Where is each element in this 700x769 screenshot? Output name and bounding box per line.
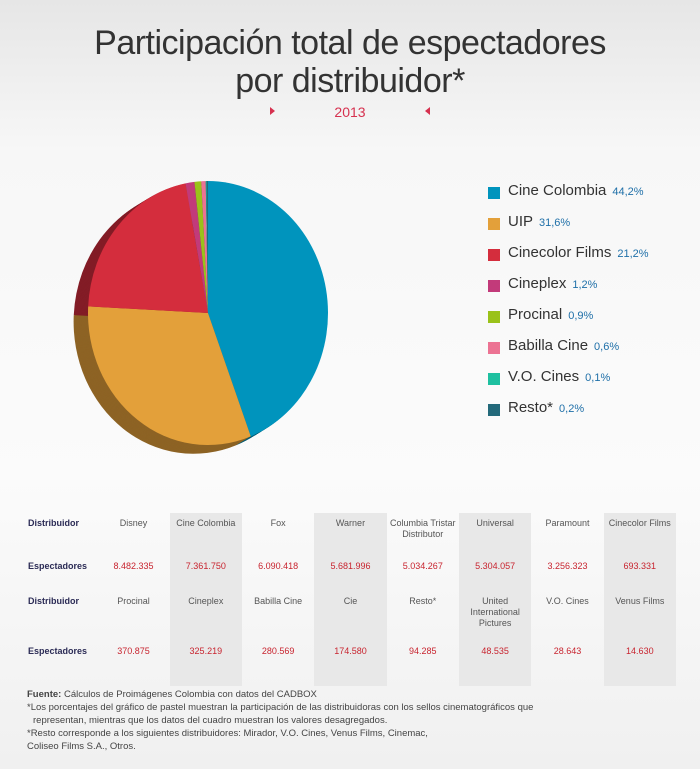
pie-slice	[88, 183, 208, 313]
legend-swatch	[488, 218, 500, 230]
table-cell: Venus Films	[603, 591, 676, 634]
legend-swatch	[488, 280, 500, 292]
chart-title-line1: Participación total de espectadores	[94, 24, 606, 62]
table-cell: 174.580	[314, 634, 387, 686]
table-cell: 3.256.323	[547, 561, 588, 571]
pie-chart	[73, 181, 329, 454]
table-cell: 7.361.750	[169, 551, 242, 591]
legend-value: 0,1%	[585, 372, 611, 384]
legend-swatch	[488, 373, 500, 385]
legend-item: Resto* 0,2%	[488, 399, 700, 430]
table-cell: 325.219	[169, 634, 242, 686]
table-cell: Cine Colombia	[169, 513, 242, 551]
legend-value: 0,2%	[559, 403, 585, 415]
legend-value: 0,6%	[594, 341, 620, 353]
table-cell: Resto*	[409, 596, 437, 606]
legend-item: UIP 31,6%	[488, 213, 700, 244]
legend-label: Resto* 0,2%	[508, 399, 585, 416]
legend-item: Babilla Cine 0,6%	[488, 337, 700, 368]
triangle-right-icon	[270, 107, 275, 115]
table-cell: 370.875	[117, 646, 150, 656]
table-row: Espectadores 8.482.335 7.361.750 6.090.4…	[25, 551, 676, 591]
table-cell: 28.643	[553, 646, 582, 656]
table-cell: 48.535	[458, 634, 532, 686]
legend-item: Cine Colombia 44,2%	[488, 182, 700, 213]
note-line: *Los porcentajes del gráfico de pastel m…	[27, 702, 534, 713]
legend-swatch	[488, 249, 500, 261]
chart-year: 2013	[334, 104, 366, 120]
table-cell: Columbia Tristar Distributor	[390, 518, 456, 539]
table-cell: Fox	[270, 518, 286, 528]
table-cell: 14.630	[603, 634, 676, 686]
pie-slice	[206, 181, 208, 313]
legend-value: 1,2%	[572, 279, 598, 291]
note-line: *Resto corresponde a los siguientes dist…	[27, 728, 428, 739]
row-header-viewers: Espectadores	[28, 561, 88, 571]
note-line: Coliseo Films S.A., Otros.	[27, 741, 136, 752]
pie-slice	[205, 181, 208, 313]
table-cell: 8.482.335	[113, 561, 154, 571]
table-cell: Paramount	[545, 518, 590, 528]
legend-label: Babilla Cine 0,6%	[508, 337, 620, 354]
pie-slice	[194, 181, 208, 313]
table-cell: 5.681.996	[314, 551, 387, 591]
table-row: Distribuidor Procinal Cineplex Babilla C…	[25, 591, 676, 634]
table-cell: V.O. Cines	[546, 596, 589, 606]
table-cell: Babilla Cine	[254, 596, 303, 606]
note-line: representan, mientras que los datos del …	[33, 715, 388, 726]
legend-value: 21,2%	[617, 248, 649, 260]
table-cell: Universal	[458, 513, 532, 551]
pie-slice	[185, 181, 208, 313]
legend-value: 0,9%	[568, 310, 594, 322]
legend-item: Cineplex 1,2%	[488, 275, 700, 306]
legend-label: Cinecolor Films 21,2%	[508, 244, 649, 261]
legend-swatch	[488, 187, 500, 199]
chart-title-line2: por distribuidor*	[235, 62, 465, 100]
table-cell: 693.331	[603, 551, 676, 591]
table-cell: Warner	[314, 513, 387, 551]
table-cell: United International Pictures	[458, 591, 532, 634]
table-row: Distribuidor Disney Cine Colombia Fox Wa…	[25, 513, 676, 551]
source-text: Cálculos de Proimágenes Colombia con dat…	[63, 689, 317, 700]
legend-swatch	[488, 311, 500, 323]
legend-item: Cinecolor Films 21,2%	[488, 244, 700, 275]
table-cell: Cie	[314, 591, 387, 634]
table-cell: Cineplex	[169, 591, 242, 634]
row-header-viewers: Espectadores	[28, 646, 88, 656]
legend-item: V.O. Cines 0,1%	[488, 368, 700, 399]
legend-value: 31,6%	[539, 217, 571, 229]
table-cell: 280.569	[261, 646, 295, 656]
pie-slice	[201, 181, 208, 313]
source-label: Fuente:	[27, 689, 62, 700]
pie-slice	[87, 306, 251, 446]
source-line: Fuente: Cálculos de Proimágenes Colombia…	[27, 688, 677, 701]
row-header-distributor: Distribuidor	[28, 518, 79, 528]
table-cell: Cinecolor Films	[603, 513, 676, 551]
table-cell: 6.090.418	[258, 561, 299, 571]
table-cell: 5.304.057	[458, 551, 532, 591]
footer-notes: Fuente: Cálculos de Proimágenes Colombia…	[27, 688, 677, 753]
legend-label: Cineplex 1,2%	[508, 275, 598, 292]
legend-value: 44,2%	[612, 186, 644, 198]
row-header-distributor: Distribuidor	[28, 596, 79, 606]
legend-item: Procinal 0,9%	[488, 306, 700, 337]
legend: Cine Colombia 44,2% UIP 31,6% Cinecolor Film…	[488, 182, 700, 430]
table-cell: Procinal	[117, 596, 150, 606]
legend-label: Cine Colombia 44,2%	[508, 182, 644, 199]
table-row: Espectadores 370.875 325.219 280.569 174…	[25, 634, 676, 686]
table-cell: 94.285	[409, 646, 437, 656]
legend-swatch	[488, 342, 500, 354]
legend-label: Procinal 0,9%	[508, 306, 594, 323]
legend-swatch	[488, 404, 500, 416]
table-cell: 5.034.267	[402, 561, 443, 571]
distributor-table: Distribuidor Disney Cine Colombia Fox Wa…	[25, 513, 676, 686]
table-cell: Disney	[119, 518, 148, 528]
legend-label: UIP 31,6%	[508, 213, 571, 230]
pie-slice	[208, 181, 329, 437]
triangle-left-icon	[425, 107, 430, 115]
legend-label: V.O. Cines 0,1%	[508, 368, 611, 385]
